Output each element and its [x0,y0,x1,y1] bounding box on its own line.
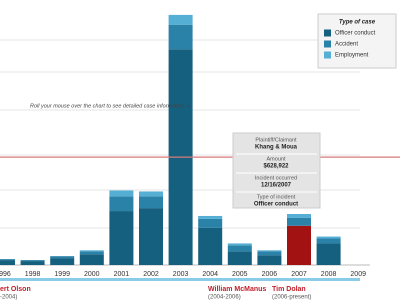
bar-segment[interactable] [139,191,163,197]
x-tick-label: 2004 [202,271,218,278]
tooltip-label: Type of incident [257,194,296,200]
bar-segment[interactable] [227,245,252,252]
bar-segment[interactable] [168,24,193,50]
x-tick-label: 2000 [84,271,100,278]
bar-segment[interactable] [316,238,341,244]
bar-segment[interactable] [0,259,15,261]
x-tick-label: 2005 [232,271,248,278]
bar-segment[interactable] [79,250,104,252]
legend-label: Officer conduct [335,31,376,37]
legend-label: Employment [335,53,369,59]
chief-name: William McManus [208,286,266,293]
bar-segment[interactable] [257,251,282,256]
bar-segment[interactable] [198,218,223,228]
bar-segment[interactable] [79,254,104,265]
tooltip: Plaintiff/Claimant Khang & Moua Amount $628… [232,132,321,209]
bar-segment[interactable] [227,243,252,246]
tooltip-value: $628,922 [263,164,289,170]
bar-segment[interactable] [316,236,341,239]
bar-segment[interactable] [198,215,223,219]
tooltip-label: Incident occurred [255,175,297,181]
tooltip-value: 12/16/2007 [261,183,292,189]
bar-segment[interactable] [50,258,75,265]
bar-segment[interactable] [168,14,193,25]
legend-title: Type of case [339,20,376,26]
x-tick-label: 1998 [25,271,41,278]
tooltip-label: Amount [267,156,286,162]
instruction: Roll your mouse over the chart to see de… [30,103,190,109]
bar-segment[interactable] [0,260,15,265]
legend: Type of case Officer conduct Accident Emplo… [317,13,397,69]
bar-segment[interactable] [109,211,134,265]
bar-segment[interactable] [139,208,163,265]
legend-swatch [324,40,331,48]
bar-segment[interactable] [227,251,252,265]
bar-segment[interactable] [139,196,163,209]
bar-segment[interactable] [50,256,75,259]
chief-name: ert Olson [0,286,31,293]
x-tick-label: 2003 [173,271,189,278]
bar-segment[interactable] [316,243,341,265]
bar-segment[interactable] [20,261,45,265]
bar-segment[interactable] [287,217,311,226]
timeline-bar [0,278,360,281]
tooltip-box [232,132,321,209]
x-tick-label: 2009 [350,271,366,278]
bar-segment[interactable] [109,190,134,197]
bar-segment[interactable] [287,214,311,218]
chief-term: (2004-2006) [208,295,241,300]
legend-label: Accident [335,42,358,48]
legend-swatch [324,51,331,59]
bar-segment[interactable] [257,255,282,265]
bar-segment[interactable] [79,251,104,255]
x-tick-label: 2008 [321,271,337,278]
chief-name: Tim Dolan [272,286,306,293]
bar-segment[interactable] [287,225,311,265]
legend-swatch [324,29,331,37]
x-tick-label: 2001 [114,271,130,278]
x-tick-label: 1996 [0,271,11,278]
bar-segment[interactable] [109,196,134,212]
x-tick-label: 2002 [143,271,159,278]
x-tick-label: 2007 [291,271,307,278]
bar-segment[interactable] [20,260,45,262]
bar-segment[interactable] [198,227,223,265]
chief-term: -2004) [0,295,17,300]
tooltip-label: Plaintiff/Claimant [255,137,297,143]
bar-segment[interactable] [257,250,282,252]
x-tick-label: 2006 [262,271,278,278]
chief-term: (2006-present) [272,295,311,300]
x-tick-label: 1999 [54,271,70,278]
tooltip-value: Khang & Moua [255,145,298,151]
tooltip-value: Officer conduct [254,202,298,208]
